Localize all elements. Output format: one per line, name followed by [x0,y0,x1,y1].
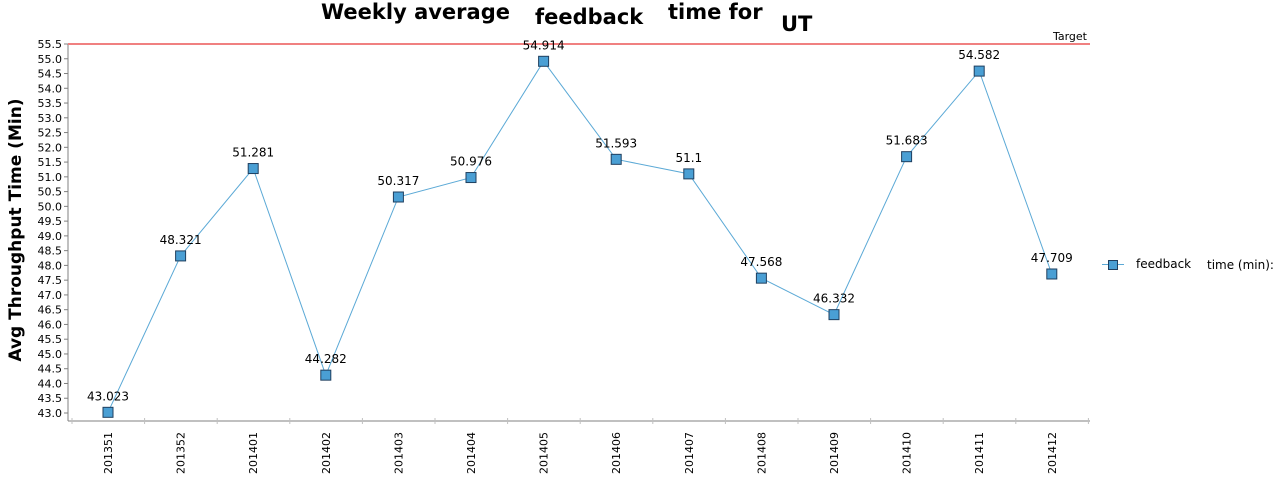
x-axis: 201351 201352 201401 201402 201403 201404 2014… [68,418,1090,474]
y-tick-label: 53.5 [38,97,63,110]
chart-title-part-2: feedback [535,5,644,29]
data-point [610,153,622,165]
y-tick-label: 54.0 [38,82,63,95]
target-line-group: Target [68,30,1090,45]
data-label: 50.317 [377,174,419,188]
data-label: 51.593 [595,136,637,150]
y-tick-label: 46.0 [38,318,63,331]
y-tick-label: 48.0 [38,259,63,272]
y-tick-label: 50.5 [38,186,63,199]
x-tick-label: 201409 [828,432,841,474]
data-point [1046,268,1058,280]
x-tick-label: 201351 [102,432,115,474]
legend-label-feedback: feedback [1136,257,1192,271]
data-label: 46.332 [813,292,855,306]
data-label: 51.281 [232,146,274,160]
y-tick-label: 53.0 [38,112,63,125]
legend-marker-swatch [1108,260,1118,270]
data-point [320,369,332,381]
x-tick-label: 201406 [610,432,623,474]
y-tick-label: 46.5 [38,304,63,317]
x-tick-label: 201405 [538,432,551,474]
y-axis-label: Avg Throughput Time (Min) [6,98,26,362]
data-point [465,172,477,184]
series-feedback [102,55,1058,418]
data-point [102,406,114,418]
data-label: 51.1 [675,151,702,165]
y-tick-label: 44.5 [38,363,63,376]
x-tick-label: 201407 [683,432,696,474]
data-point [247,163,259,175]
y-tick-label: 47.0 [38,289,63,302]
data-label: 50.976 [450,155,492,169]
data-point [755,272,767,284]
y-tick-label: 44.0 [38,377,63,390]
y-tick-label: 52.5 [38,127,63,140]
y-tick-label: 49.5 [38,215,63,228]
x-tick-label: 201352 [175,432,188,474]
data-point [538,55,550,67]
series-line-feedback [107,60,1053,413]
y-tick-label: 49.0 [38,230,63,243]
y-tick-label: 45.5 [38,333,63,346]
y-tick-label: 54.5 [38,68,63,81]
legend-extra-text: time (min): [1207,258,1274,272]
data-point [392,191,404,203]
data-label: 47.568 [740,255,782,269]
y-tick-label: 50.0 [38,200,63,213]
chart-title-part-3: time for [668,0,763,24]
x-tick-label: 201403 [392,432,405,474]
x-tick-label: 201408 [755,432,768,474]
y-tick-label: 45.0 [38,348,63,361]
x-tick-label: 201410 [901,432,914,474]
data-point [683,168,695,180]
x-tick-label: 201404 [465,432,478,474]
data-label: 54.582 [958,48,1000,62]
data-label: 44.282 [305,352,347,366]
y-tick-label: 55.5 [38,38,63,51]
y-tick-label: 51.0 [38,171,63,184]
data-label: 43.023 [87,389,129,403]
data-point [973,65,985,77]
y-tick-label: 43.5 [38,392,63,405]
y-tick-label: 48.5 [38,245,63,258]
y-tick-label: 47.5 [38,274,63,287]
data-labels: 43.023 48.321 51.281 44.282 50.317 50.976 54.9… [87,38,1073,403]
x-tick-label: 201411 [973,432,986,474]
data-point [828,309,840,321]
y-tick-label: 51.5 [38,156,63,169]
y-tick-label: 55.0 [38,53,63,66]
chart-title-part-4: UT [781,12,813,36]
x-tick-label: 201401 [247,432,260,474]
x-tick-label: 201402 [320,432,333,474]
data-point [175,250,187,262]
data-point [901,151,913,163]
y-tick-label: 43.0 [38,407,63,420]
target-label: Target [1052,30,1088,43]
data-label: 54.914 [523,38,565,52]
data-label: 47.709 [1031,251,1073,265]
chart-title-part-1: Weekly average [321,0,510,24]
y-axis: 43.0 43.5 44.044.5 45.0 45.5 46.046.5 47.0 47.5… [38,38,69,421]
y-tick-label: 52.0 [38,141,63,154]
x-tick-label: 201412 [1046,432,1059,474]
data-label: 48.321 [160,233,202,247]
data-label: 51.683 [886,134,928,148]
